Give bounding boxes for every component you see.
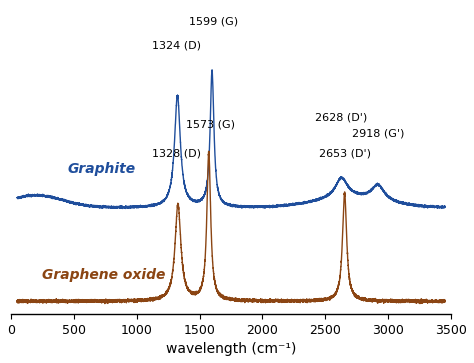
Text: Graphite: Graphite xyxy=(67,162,136,176)
Text: Graphene oxide: Graphene oxide xyxy=(42,269,166,282)
X-axis label: wavelength (cm⁻¹): wavelength (cm⁻¹) xyxy=(166,342,296,356)
Text: 1328 (D): 1328 (D) xyxy=(152,149,201,159)
Text: 2628 (D'): 2628 (D') xyxy=(315,113,367,123)
Text: 1324 (D): 1324 (D) xyxy=(152,40,201,50)
Text: 1599 (G): 1599 (G) xyxy=(189,17,238,27)
Text: 2918 (G'): 2918 (G') xyxy=(352,129,404,139)
Text: 2653 (D'): 2653 (D') xyxy=(319,149,371,159)
Text: 1573 (G): 1573 (G) xyxy=(185,120,235,130)
